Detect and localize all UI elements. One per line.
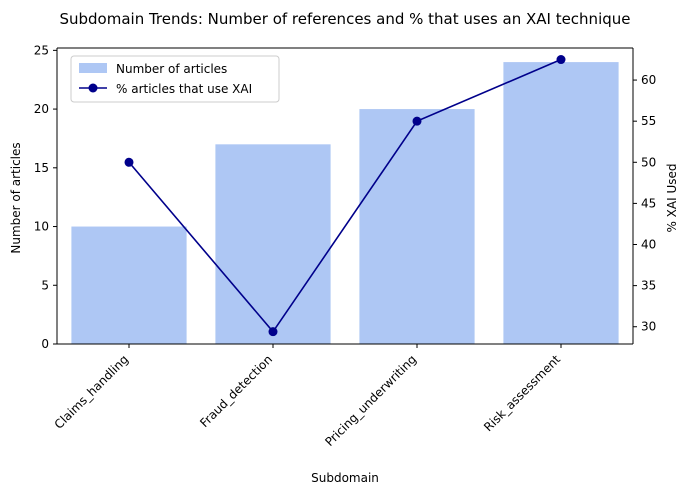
y-axis-title: Number of articles: [9, 142, 23, 253]
y2-tick-label: 30: [641, 320, 656, 334]
y2-tick-label: 60: [641, 73, 656, 87]
x-axis-title: Subdomain: [311, 471, 379, 485]
line-series-group: [124, 55, 566, 337]
x-tick-label: Fraud_detection: [197, 352, 275, 430]
y-tick-label: 10: [34, 220, 49, 234]
y2-axis-title: % XAI Used: [665, 163, 679, 232]
y2-tick-label: 50: [641, 155, 656, 169]
bar-Risk_assessment: [503, 62, 619, 344]
y-tick-label: 5: [41, 278, 49, 292]
point-Claims_handling: [124, 157, 134, 167]
y2-tick-label: 45: [641, 196, 656, 210]
bar-Claims_handling: [71, 226, 187, 344]
legend-bar-swatch: [79, 63, 107, 73]
bar-Fraud_detection: [215, 144, 331, 344]
point-Fraud_detection: [268, 327, 278, 337]
y-tick-label: 25: [34, 43, 49, 57]
x-tick-label: Pricing_underwriting: [322, 352, 419, 449]
axes-group: [56, 47, 634, 345]
x-tick-label: Claims_handling: [52, 352, 131, 431]
line-xai-percent: [128, 58, 562, 333]
legend-line-marker: [88, 83, 98, 93]
y2-tick-label: 55: [641, 114, 656, 128]
y2-tick-label: 35: [641, 279, 656, 293]
y-tick-label: 20: [34, 102, 49, 116]
y-tick-label: 0: [41, 337, 49, 351]
legend-bar-label: Number of articles: [116, 62, 227, 76]
legend-line-label: % articles that use XAI: [116, 82, 252, 96]
x-tick-label: Risk_assessment: [481, 352, 563, 434]
bars-group: [71, 62, 619, 344]
y-tick-label: 15: [34, 161, 49, 175]
point-Risk_assessment: [556, 55, 566, 65]
legend: Number of articles % articles that use X…: [70, 55, 280, 103]
bar-Pricing_underwriting: [359, 109, 475, 344]
legend-frame: [70, 55, 280, 103]
point-Pricing_underwriting: [412, 116, 422, 126]
chart-title: Subdomain Trends: Number of references a…: [59, 10, 630, 28]
x-ticks-group: Claims_handling Fraud_detection Pricing_un…: [52, 344, 563, 449]
y-ticks-group: 0 5 10 15 20 25: [34, 43, 57, 351]
y2-tick-label: 40: [641, 238, 656, 252]
y2-ticks-group: 30 35 40 45 50 55 60: [633, 73, 656, 334]
